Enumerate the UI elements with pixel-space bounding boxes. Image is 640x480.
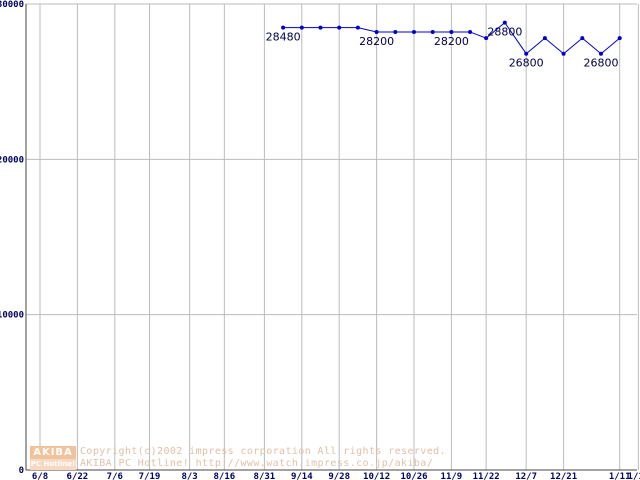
y-tick-label: 20000 (0, 155, 24, 165)
y-tick-label: 10000 (0, 311, 24, 321)
x-tick-label: 1/18 (628, 472, 640, 480)
data-label: 28800 (487, 26, 522, 39)
x-tick-label: 12/21 (550, 472, 577, 480)
x-tick-label: 6/8 (32, 472, 48, 480)
y-tick-label: 0 (19, 466, 24, 476)
x-tick-label: 8/31 (254, 472, 276, 480)
price-series (281, 20, 622, 56)
data-point (502, 20, 507, 25)
chart-grid (26, 3, 639, 471)
x-tick-label: 8/3 (181, 472, 197, 480)
x-tick-label: 7/19 (139, 472, 161, 480)
x-tick-label: 1/11 (609, 472, 631, 480)
x-tick-label: 7/6 (107, 472, 123, 480)
data-point (484, 36, 489, 41)
x-axis-ticks: 6/8 6/22 7/6 7/19 8/3 8/16 8/31 9/14 9/28 10/12 10… (32, 472, 640, 480)
data-point (337, 25, 342, 30)
data-point (468, 29, 473, 34)
logo-top-text: AKIBA (30, 446, 76, 459)
data-label: 28200 (434, 35, 469, 48)
site-url-line: AKIBA PC Hotline! http://www.watch.impre… (80, 458, 434, 469)
data-point (355, 25, 360, 30)
data-point (393, 29, 398, 34)
data-label: 26800 (584, 57, 619, 70)
x-tick-label: 9/28 (328, 472, 350, 480)
data-label: 26800 (509, 57, 544, 70)
data-label: 28200 (359, 35, 394, 48)
logo-bottom-text: PC Hotline! (30, 459, 76, 470)
data-point (449, 29, 454, 34)
x-tick-label: 8/16 (213, 472, 235, 480)
data-point (580, 36, 585, 41)
data-label: 28480 (266, 31, 301, 44)
chart-axes (25, 4, 637, 471)
data-point (430, 29, 435, 34)
y-tick-label: 30000 (0, 0, 24, 10)
x-tick-label: 6/22 (67, 472, 89, 480)
x-tick-label: 12/7 (515, 472, 537, 480)
x-tick-label: 10/12 (363, 472, 390, 480)
data-point (561, 51, 566, 56)
data-point (299, 25, 304, 30)
data-point (617, 36, 622, 41)
data-point (374, 29, 379, 34)
data-labels: 28480 28200 28200 28800 26800 26800 (266, 26, 619, 70)
akiba-logo: AKIBA PC Hotline! (30, 446, 76, 470)
data-point (542, 36, 547, 41)
y-axis-ticks: 0 10000 20000 30000 (0, 0, 24, 476)
data-point (599, 51, 603, 56)
x-tick-label: 11/9 (441, 472, 463, 480)
x-tick-label: 10/26 (400, 472, 427, 480)
copyright-line: Copyright(c)2002 impress corporation All… (80, 446, 446, 457)
x-tick-label: 11/22 (473, 472, 500, 480)
x-tick-label: 9/14 (291, 472, 313, 480)
data-point (281, 25, 286, 30)
data-point (412, 29, 416, 34)
data-point (524, 51, 529, 56)
data-point (318, 25, 323, 30)
